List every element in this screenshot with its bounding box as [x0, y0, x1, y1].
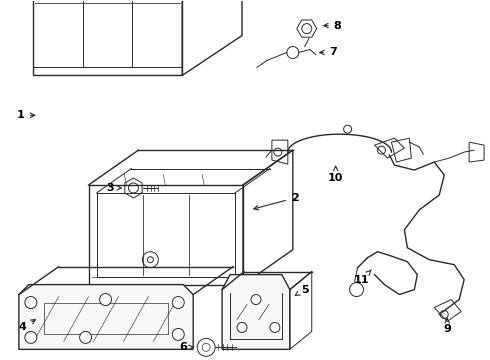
- Circle shape: [25, 332, 37, 343]
- Text: 6: 6: [179, 342, 193, 352]
- Text: 7: 7: [320, 48, 337, 58]
- Text: 9: 9: [443, 318, 451, 334]
- Polygon shape: [222, 275, 290, 349]
- Text: 2: 2: [254, 193, 299, 210]
- Circle shape: [25, 297, 37, 309]
- Circle shape: [99, 293, 112, 306]
- Text: 4: 4: [19, 320, 35, 332]
- Text: 1: 1: [17, 110, 35, 120]
- Circle shape: [172, 297, 184, 309]
- Circle shape: [172, 328, 184, 340]
- Circle shape: [237, 323, 247, 332]
- Circle shape: [80, 332, 92, 343]
- Text: 11: 11: [354, 270, 371, 285]
- Text: 5: 5: [295, 284, 309, 296]
- Circle shape: [197, 338, 215, 356]
- Circle shape: [251, 294, 261, 305]
- Text: 3: 3: [107, 183, 121, 193]
- Polygon shape: [19, 285, 193, 349]
- Text: 10: 10: [328, 166, 343, 183]
- Text: 8: 8: [324, 21, 342, 31]
- Circle shape: [270, 323, 280, 332]
